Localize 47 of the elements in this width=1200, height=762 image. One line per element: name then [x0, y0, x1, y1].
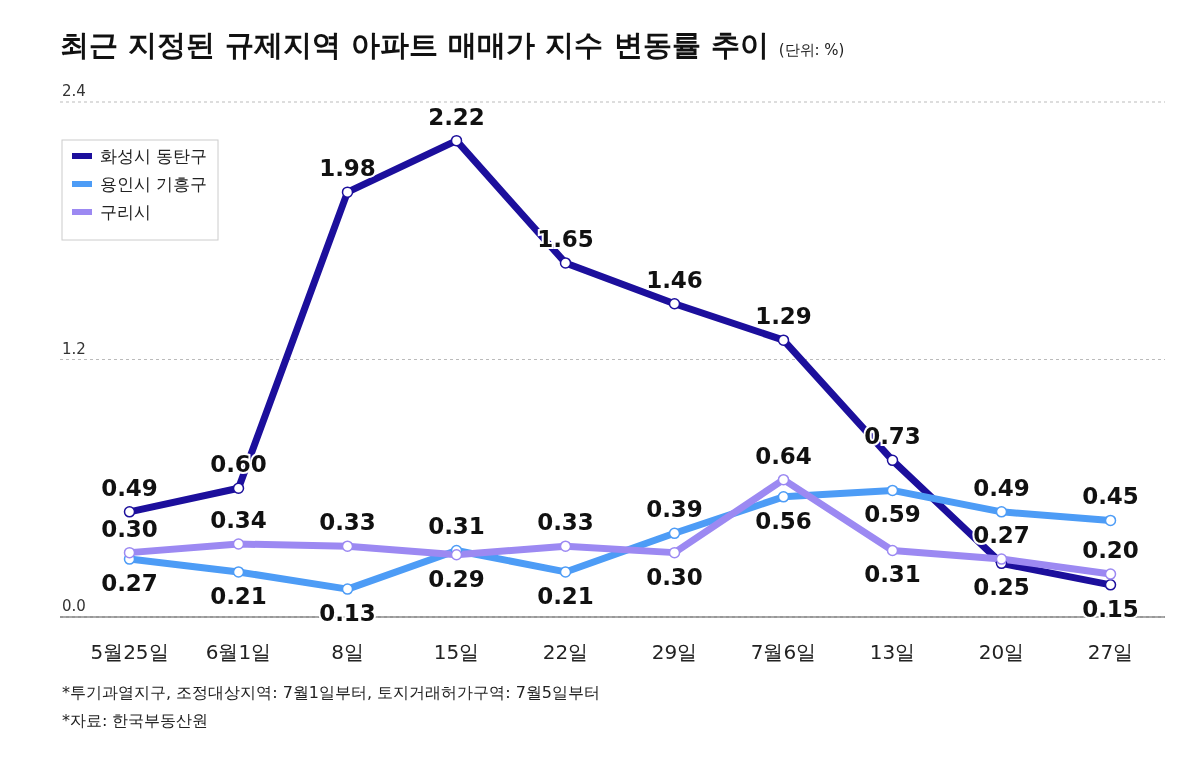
x-tick-label: 6월1일: [205, 640, 272, 664]
x-tick-label: 8일: [331, 640, 364, 664]
legend-label: 용인시 기흥구: [100, 174, 208, 194]
legend-label: 구리시: [100, 202, 151, 222]
data-label: 0.56: [755, 507, 812, 534]
data-label: 0.39: [646, 496, 703, 523]
data-label: 0.64: [755, 442, 812, 469]
chart-subtitle: (단위: %): [778, 41, 845, 59]
data-label: 0.21: [210, 582, 267, 609]
x-tick-label: 5월25일: [90, 640, 169, 664]
data-label: 0.27: [101, 570, 158, 597]
x-tick-label: 15일: [433, 640, 480, 664]
data-label: 0.27: [973, 522, 1030, 549]
legend-label: 화성시 동탄구: [100, 146, 208, 166]
x-tick-label: 20일: [978, 640, 1025, 664]
y-tick-label: 2.4: [62, 82, 86, 100]
data-label: 0.33: [319, 509, 376, 536]
data-label: 0.49: [101, 474, 158, 501]
text: *투기과열지구, 조정대상지역: 7월1일부터, 토지거래허가구역: 7월5일부터: [62, 683, 601, 702]
data-label: 0.15: [1082, 595, 1139, 622]
data-label: 0.20: [1082, 537, 1139, 564]
data-label: 0.30: [101, 515, 158, 542]
data-label: 0.29: [428, 565, 485, 592]
data-label: 0.13: [319, 600, 376, 627]
x-tick-label: 22일: [542, 640, 589, 664]
data-label: 0.34: [210, 507, 267, 534]
x-tick-label: 29일: [651, 640, 698, 664]
chart-title: 최근 지정된 규제지역 아파트 매매가 지수 변동률 추이: [60, 28, 769, 62]
x-tick-label: 27일: [1087, 640, 1134, 664]
data-label: 1.29: [755, 303, 812, 330]
data-label: 1.46: [646, 266, 703, 293]
data-label: 0.31: [428, 513, 485, 540]
data-label: 0.49: [973, 474, 1030, 501]
x-tick-label: 7월6일: [750, 640, 817, 664]
data-label: 0.25: [973, 574, 1030, 601]
data-label: 0.31: [864, 561, 921, 588]
y-tick-label: 0.0: [62, 597, 86, 615]
y-tick-label: 1.2: [62, 339, 86, 358]
data-label: 0.33: [537, 509, 594, 536]
data-label: 1.98: [319, 155, 376, 182]
text: *자료: 한국부동산원: [62, 711, 209, 730]
data-label: 0.45: [1082, 483, 1139, 510]
data-label: 0.59: [864, 501, 921, 528]
data-label: 2.22: [428, 103, 485, 130]
data-label: 0.30: [646, 563, 703, 590]
x-tick-label: 13일: [869, 640, 916, 664]
data-label: 0.21: [537, 582, 594, 609]
